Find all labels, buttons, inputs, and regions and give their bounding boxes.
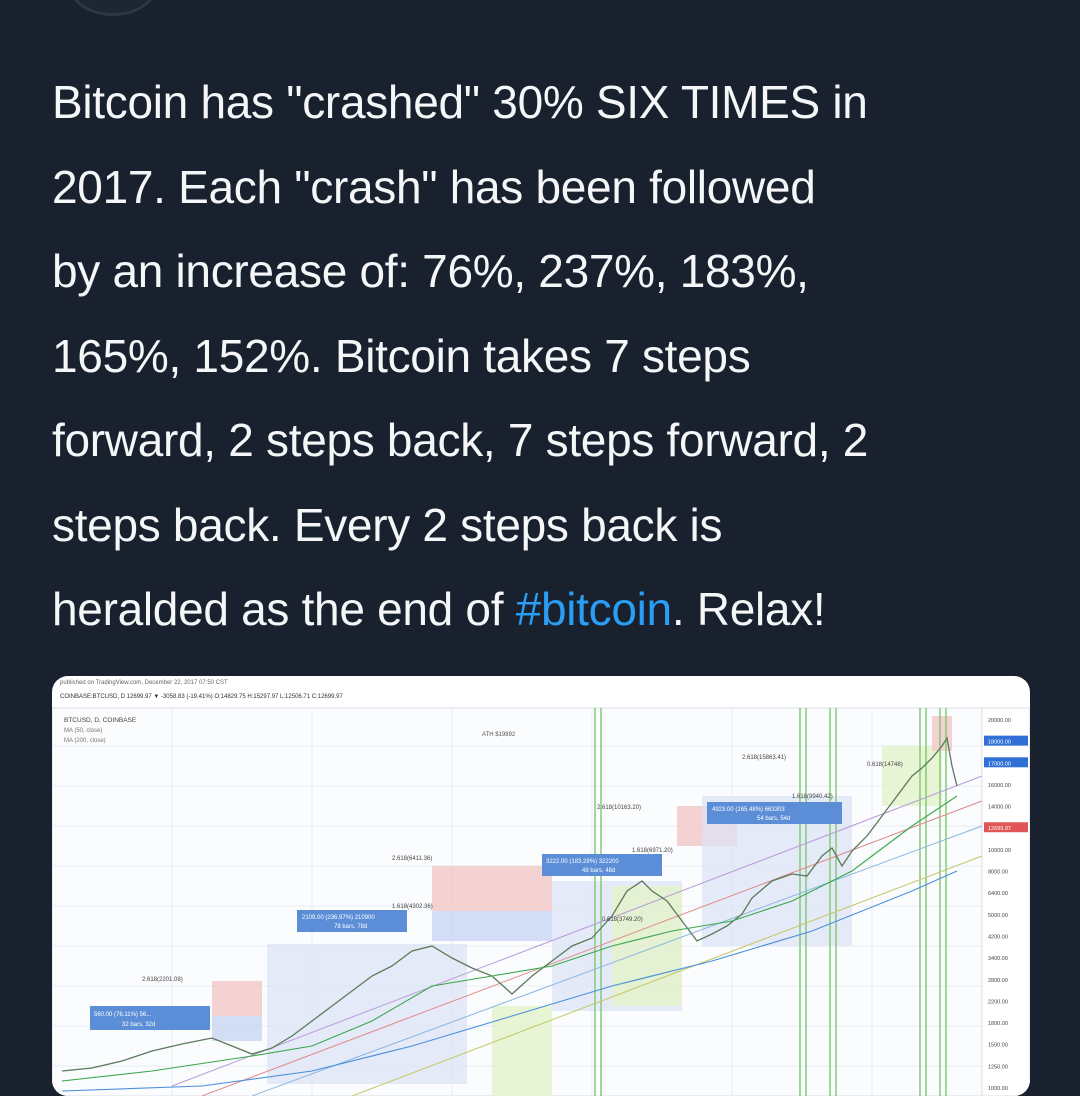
price-tick-label: 14000.00: [988, 805, 1011, 811]
fib-label: 0.618(3749.20): [602, 917, 643, 923]
price-tick-label: 8000.00: [988, 870, 1008, 876]
tweet-line: steps back. Every 2 steps back is: [52, 498, 723, 551]
tradingview-chart: published on TradingView.com, December 2…: [52, 680, 1030, 1096]
price-tick-label: 12699.97: [988, 826, 1011, 832]
price-tick-label: 1500.00: [988, 1043, 1008, 1049]
price-tick-label: 18000.00: [988, 740, 1011, 746]
price-tick-label: 5000.00: [988, 913, 1008, 919]
price-tick-label: 20000.00: [988, 718, 1011, 724]
tweet-text: Bitcoin has "crashed" 30% SIX TIMES in 2…: [52, 60, 1042, 652]
chart-header-line1: published on TradingView.com, December 2…: [60, 680, 228, 686]
tweet-line-tail: . Relax!: [671, 583, 826, 635]
trend-lines: [171, 775, 983, 1096]
legend-ma200: MA (200, close): [64, 738, 106, 744]
tweet-line: Bitcoin has "crashed" 30% SIX TIMES in: [52, 76, 868, 128]
price-tick-label: 2800.00: [988, 978, 1008, 984]
price-tick-label: 16000.00: [988, 783, 1011, 789]
price-tag: [984, 757, 1028, 768]
price-axis-panel: [981, 707, 1030, 1096]
tweet-line: by an increase of: 76%, 237%, 183%,: [52, 245, 809, 297]
measure-box-text: 54 bars, 54d: [757, 816, 790, 822]
measure-box-text: 32 bars, 32d: [122, 1022, 155, 1028]
measure-box-3: 3222.00 (183.28%) 322200 48 bars, 48d: [542, 854, 662, 876]
measure-box-4: 4923.00 (165.48%) 663303 54 bars, 54d: [707, 802, 842, 824]
measure-box-text: 560.00 (76.11%) 56...: [94, 1012, 152, 1018]
price-tag: [984, 735, 1028, 746]
fib-label: 1.618(4302.36): [392, 904, 433, 910]
chart-header-line2: COINBASE:BTCUSD, D 12699.97 ▼ -3058.83 (…: [60, 694, 343, 700]
fib-label: 2.618(15863.41): [742, 755, 786, 761]
measure-box-text: 4923.00 (165.48%) 663303: [712, 807, 785, 813]
tweet-line-text: heralded as the end of: [52, 583, 516, 635]
measure-box-text: 48 bars, 48d: [582, 868, 615, 874]
tweet-line: 165%, 152%. Bitcoin takes 7 steps: [52, 329, 751, 382]
ath-label: ATH $19892: [482, 732, 516, 738]
fib-label: 0.618(14748): [867, 762, 903, 768]
fib-label: 1.618(9940.42): [792, 794, 833, 800]
chart-image-card[interactable]: published on TradingView.com, December 2…: [52, 676, 1030, 1096]
price-tag: [984, 822, 1028, 833]
ma50-line: [61, 795, 958, 1082]
measure-box-2: 2109.00 (236.97%) 210900 78 bars, 78d: [297, 910, 407, 932]
fib-label: 2.618(2201.08): [142, 977, 183, 983]
price-tick-label: 10000.00: [988, 848, 1011, 854]
price-tick-label: 6400.00: [988, 891, 1008, 897]
fib-labels: 2.618(15863.41) 2.618(10163.20) 2.618(64…: [142, 755, 903, 983]
legend-ma50: MA (50, close): [64, 728, 102, 734]
price-tick-label: 4200.00: [988, 934, 1008, 940]
price-tick-label: 1800.00: [988, 1021, 1008, 1027]
measure-box-text: 2109.00 (236.97%) 210900: [302, 915, 375, 921]
fib-label: 1.618(6971.20): [632, 848, 673, 854]
tweet-line: 2017. Each "crash" has been followed: [52, 160, 816, 213]
price-line: [61, 736, 958, 1072]
measure-box-1: 560.00 (76.11%) 56... 32 bars, 32d: [90, 1006, 210, 1030]
measure-box-text: 78 bars, 78d: [334, 924, 367, 930]
ma200-line: [61, 870, 958, 1092]
avatar[interactable]: [70, 0, 156, 16]
price-tick-label: 3400.00: [988, 956, 1008, 962]
price-tick-label: 2200.00: [988, 999, 1008, 1005]
price-tick-label: 1000.00: [988, 1086, 1008, 1092]
legend-symbol: BTCUSD, D, COINBASE: [64, 717, 137, 724]
price-tick-label: 17000.00: [988, 761, 1011, 767]
fib-label: 2.618(6411.36): [392, 856, 432, 862]
hashtag-link[interactable]: #bitcoin: [515, 583, 672, 635]
measure-box-text: 3222.00 (183.28%) 322200: [546, 859, 619, 865]
tweet-line: forward, 2 steps back, 7 steps forward, …: [52, 414, 869, 466]
price-tick-label: 1250.00: [988, 1064, 1008, 1070]
fib-label: 2.618(10163.20): [597, 805, 641, 811]
tweet-line-last: heralded as the end of #bitcoin. Relax!: [52, 567, 1042, 652]
vertical-markers: [594, 708, 947, 1096]
